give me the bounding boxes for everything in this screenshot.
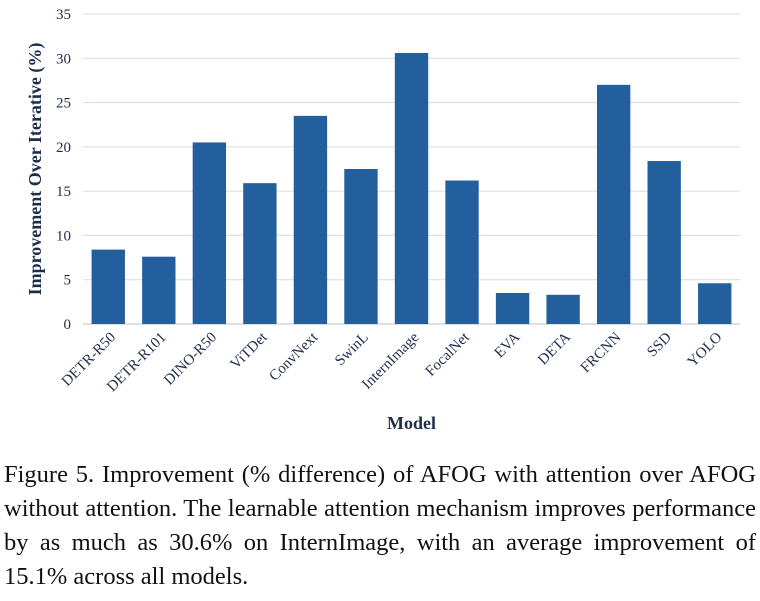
- y-tick-label: 10: [56, 228, 71, 244]
- bar-yolo: [698, 283, 732, 324]
- y-tick-label: 25: [56, 96, 71, 112]
- bar-detr-r101: [142, 256, 176, 324]
- bar-chart: 0 5 10 15 20 25 30 35 DETR-R50 DETR-R101 DINO-R50…: [25, 7, 740, 433]
- chart-svg: 0 5 10 15 20 25 30 35 DETR-R50DETR-R101DINO-R50…: [25, 7, 740, 433]
- bar-convnext: [293, 115, 328, 324]
- x-tick-label: FRCNN: [578, 329, 625, 376]
- x-tick-label: ViTDet: [228, 329, 272, 373]
- bar-detr-r50: [91, 249, 125, 324]
- bar-frcnn: [596, 84, 631, 324]
- y-tick-label: 30: [56, 51, 71, 67]
- x-tick-label: SwinL: [332, 330, 372, 370]
- x-tick-label: YOLO: [685, 329, 726, 370]
- bars: [91, 52, 732, 324]
- y-tick-label: 35: [56, 7, 71, 23]
- bar-eva: [495, 293, 530, 324]
- bar-internimage: [394, 52, 429, 324]
- bar-swinl: [344, 169, 378, 324]
- y-axis-title: Improvement Over Iterative (%): [25, 43, 46, 296]
- bar-vitdet: [243, 183, 277, 324]
- y-tick-label: 5: [64, 273, 72, 289]
- x-tick-label: SSD: [644, 329, 675, 360]
- y-tick-label: 15: [56, 184, 71, 200]
- bar-deta: [546, 294, 580, 324]
- bar-dino-r50: [192, 142, 227, 324]
- figure-caption: Figure 5. Improvement (% difference) of …: [4, 461, 756, 590]
- x-tick-label: DETA: [535, 329, 574, 368]
- x-tick-label: EVA: [492, 329, 524, 361]
- x-tick-label: FocalNet: [423, 329, 474, 380]
- bar-focalnet: [445, 180, 479, 324]
- x-tick-label: DINO-R50: [161, 330, 220, 389]
- x-tick-label: ConvNext: [266, 329, 322, 385]
- y-axis-ticks: 0 5 10 15 20 25 30 35: [56, 7, 71, 333]
- y-tick-label: 20: [56, 140, 71, 156]
- x-axis-title: Model: [387, 413, 436, 433]
- y-tick-label: 0: [64, 317, 72, 333]
- bar-ssd: [647, 161, 681, 324]
